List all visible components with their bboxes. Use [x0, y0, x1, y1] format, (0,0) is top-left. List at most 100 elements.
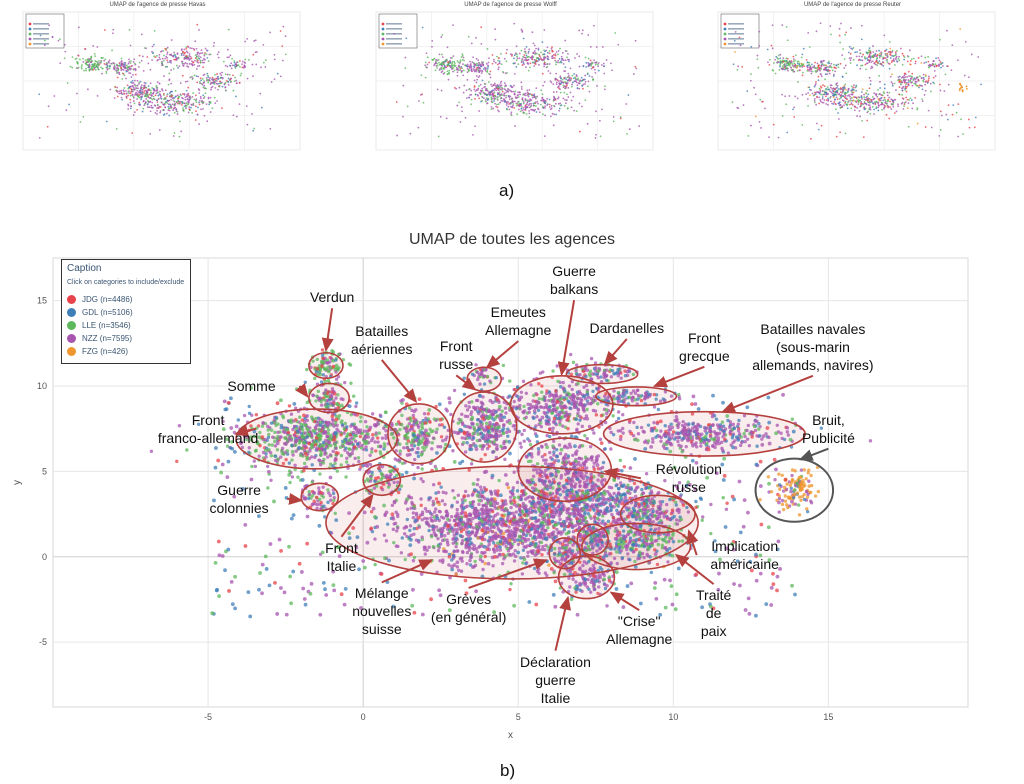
- mini-data-point: [440, 89, 443, 92]
- data-point: [408, 416, 413, 420]
- mini-data-point: [883, 92, 886, 95]
- data-point: [296, 475, 300, 479]
- mini-data-point: [786, 131, 789, 134]
- data-point: [336, 451, 340, 455]
- mini-data-point: [199, 95, 202, 98]
- mini-data-point: [124, 64, 127, 66]
- mini-data-point: [888, 96, 891, 99]
- mini-data-point: [625, 103, 628, 105]
- mini-data-point: [461, 58, 464, 61]
- mini-data-point: [147, 88, 150, 91]
- data-point: [452, 430, 457, 434]
- mini-data-point: [421, 26, 424, 29]
- mini-data-point: [842, 91, 845, 93]
- mini-data-point: [905, 83, 907, 85]
- mini-data-point: [543, 58, 545, 61]
- mini-legend-text: [728, 33, 744, 35]
- mini-data-point: [494, 28, 497, 31]
- data-point: [287, 469, 292, 473]
- mini-data-point: [139, 87, 142, 90]
- mini-data-point: [817, 79, 820, 82]
- mini-data-point: [130, 105, 133, 108]
- mini-data-point: [142, 69, 145, 72]
- mini-data-point: [533, 104, 536, 107]
- data-point: [230, 447, 235, 451]
- mini-data-point: [566, 79, 569, 82]
- mini-data-point: [198, 123, 201, 125]
- mini-data-point: [867, 98, 869, 101]
- mini-data-point: [758, 120, 761, 123]
- mini-data-point: [553, 104, 555, 107]
- mini-data-point: [551, 57, 554, 60]
- mini-data-point: [417, 126, 420, 129]
- mini-data-point: [785, 25, 788, 28]
- data-point: [369, 474, 373, 479]
- mini-data-point: [808, 68, 811, 71]
- mini-data-point: [515, 59, 518, 62]
- mini-data-point: [977, 56, 980, 58]
- mini-data-point: [284, 53, 287, 56]
- mini-data-point: [241, 63, 243, 66]
- mini-data-point: [809, 64, 812, 67]
- mini-data-point: [778, 68, 781, 71]
- mini-data-point: [43, 39, 46, 42]
- mini-data-point: [185, 107, 187, 110]
- mini-data-point: [818, 96, 821, 99]
- mini-data-point: [842, 99, 845, 102]
- mini-data-point: [206, 74, 209, 77]
- mini-data-point: [806, 98, 809, 100]
- mini-data-point: [94, 55, 97, 58]
- mini-data-point: [499, 101, 502, 104]
- mini-data-point: [553, 96, 556, 99]
- data-point: [356, 456, 361, 460]
- mini-data-point: [136, 79, 139, 82]
- mini-data-point: [477, 59, 480, 62]
- data-point: [177, 424, 182, 428]
- mini-data-point: [888, 117, 891, 120]
- mini-data-point: [195, 105, 197, 108]
- mini-data-point: [566, 107, 569, 109]
- mini-data-point: [900, 83, 902, 85]
- mini-data-point: [210, 88, 212, 91]
- mini-data-point: [235, 65, 238, 68]
- mini-data-point: [831, 92, 834, 95]
- data-point: [247, 404, 251, 409]
- mini-data-point: [883, 57, 886, 59]
- mini-data-point: [129, 101, 132, 104]
- mini-data-point: [552, 91, 555, 94]
- data-point: [422, 411, 427, 416]
- mini-data-point: [149, 82, 152, 85]
- mini-data-point: [164, 57, 167, 60]
- data-point: [315, 506, 319, 511]
- data-point: [264, 455, 268, 459]
- mini-data-point: [177, 66, 179, 69]
- mini-data-point: [462, 74, 465, 77]
- mini-data-point: [555, 102, 557, 105]
- mini-data-point: [587, 62, 590, 64]
- data-point: [388, 469, 392, 473]
- data-point: [392, 436, 396, 440]
- mini-data-point: [90, 61, 92, 64]
- mini-data-point: [105, 70, 108, 73]
- mini-data-point: [857, 96, 860, 98]
- mini-data-point: [532, 94, 535, 97]
- mini-data-point: [571, 83, 573, 86]
- mini-data-point: [535, 59, 538, 62]
- scatter-points: [149, 348, 873, 619]
- mini-data-point: [844, 132, 847, 135]
- data-point: [316, 389, 321, 394]
- mini-data-point: [933, 65, 936, 68]
- data-point: [420, 467, 424, 471]
- mini-data-point: [503, 57, 506, 60]
- mini-data-point: [828, 60, 830, 63]
- mini-data-point: [136, 95, 139, 98]
- mini-data-point: [756, 58, 759, 61]
- mini-data-point: [956, 59, 959, 62]
- mini-data-point: [538, 53, 540, 56]
- mini-data-point: [499, 82, 502, 84]
- mini-data-point: [164, 89, 167, 92]
- mini-data-point: [76, 67, 79, 70]
- mini-data-point: [531, 93, 533, 96]
- mini-data-point: [901, 89, 904, 92]
- mini-data-point: [910, 99, 913, 101]
